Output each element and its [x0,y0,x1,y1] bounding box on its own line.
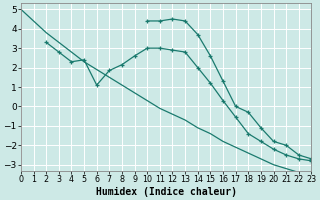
X-axis label: Humidex (Indice chaleur): Humidex (Indice chaleur) [96,186,237,197]
